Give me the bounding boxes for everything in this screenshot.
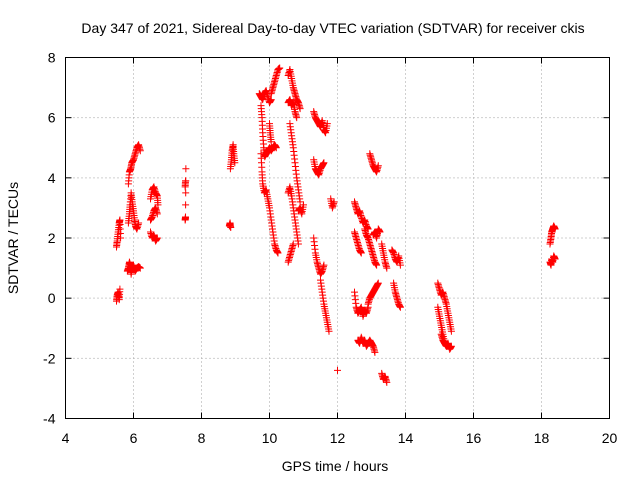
x-tick-label: 8 [198,430,206,446]
data-point [136,147,144,155]
data-point [136,264,144,272]
chart-title: Day 347 of 2021, Sidereal Day-to-day VTE… [81,20,584,36]
data-point [276,64,284,72]
data-point [374,279,382,287]
data-point [383,378,391,386]
data-point [447,342,455,350]
y-tick-labels: -4 -2 0 2 4 6 8 [43,50,56,427]
y-tick-label: -2 [43,350,56,366]
data-point [116,285,124,293]
data-point [447,327,455,335]
data-point [296,105,304,113]
x-tick-label: 10 [262,430,278,446]
data-point [267,138,275,146]
data-point [323,120,331,128]
data-point [396,303,404,311]
data-point [289,240,297,248]
data-point [376,228,384,236]
data-point [373,261,381,269]
data-point [325,327,333,335]
data-point [320,261,328,269]
x-tick-label: 4 [62,430,70,446]
y-tick-label: 0 [48,290,56,306]
data-point [153,210,161,218]
data-point [371,348,379,356]
x-tick-label: 20 [602,430,618,446]
x-tick-label: 12 [330,430,346,446]
x-tick-label: 16 [466,430,482,446]
y-tick-label: -4 [43,411,56,427]
data-point [153,234,161,242]
data-point [300,201,307,209]
data-point [117,234,125,242]
x-tick-label: 6 [130,430,138,446]
y-tick-label: 4 [48,170,56,186]
grid-lines [65,57,610,419]
x-tick-label: 18 [534,430,550,446]
x-tick-labels: 4 6 8 10 12 14 16 18 20 [62,430,618,446]
data-point [374,162,382,170]
data-point [551,255,559,263]
data-point [227,223,235,231]
data-point [396,261,404,269]
data-point [296,198,304,206]
data-point [357,249,365,257]
data-point [182,165,190,173]
data-point [182,189,190,197]
data-point [551,225,559,233]
axis-ticks [65,57,610,419]
y-tick-label: 2 [48,230,56,246]
data-point [182,177,190,185]
data-points [113,64,559,386]
data-point [383,264,391,272]
data-point [330,198,338,206]
data-point [334,366,341,374]
x-tick-label: 14 [398,430,414,446]
x-axis-label: GPS time / hours [282,458,389,474]
y-tick-label: 8 [48,50,56,66]
y-axis-label: SDTVAR / TECUs [5,182,21,294]
data-point [274,249,282,257]
data-point [182,213,190,221]
data-point [293,114,301,122]
data-point [182,201,190,209]
y-tick-label: 6 [48,110,56,126]
data-point [267,96,275,104]
data-point [320,159,328,167]
data-point [231,159,239,167]
data-point [135,219,143,227]
data-point [272,144,280,152]
